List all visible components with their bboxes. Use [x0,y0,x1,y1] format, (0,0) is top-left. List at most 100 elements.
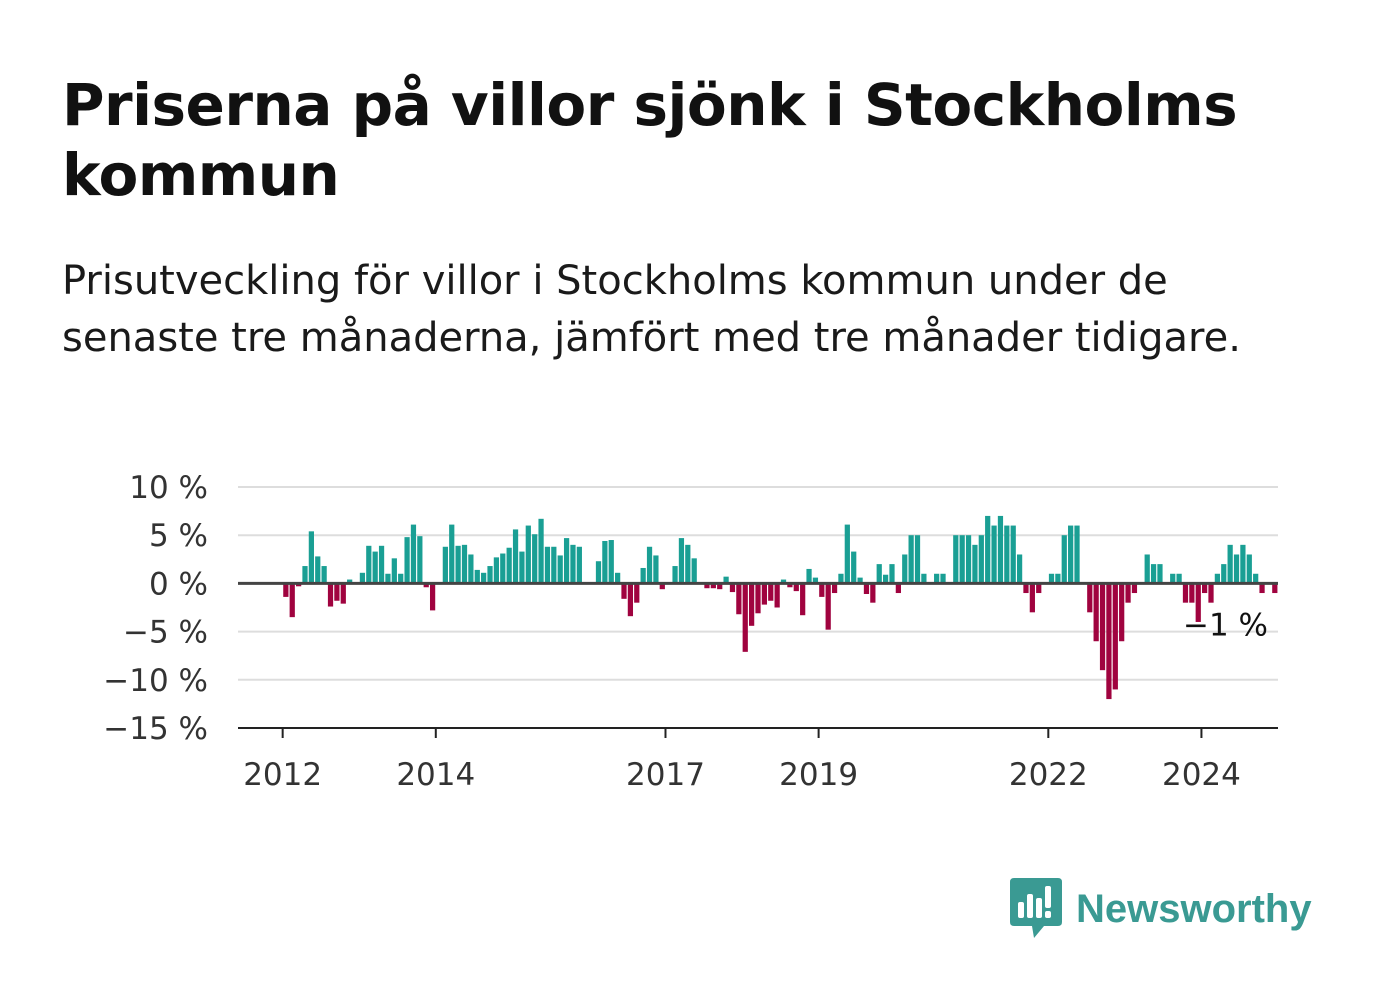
bar [1112,583,1118,690]
bar [1195,583,1201,622]
bar [749,583,755,626]
bar [1099,583,1106,671]
bar [819,583,825,597]
bar [327,583,334,607]
bar [889,564,895,584]
bar [1189,583,1195,603]
bar [289,583,295,618]
bar [1240,544,1246,584]
bar [1227,544,1233,584]
bar [787,583,793,588]
bar [914,535,921,584]
bar [595,561,602,584]
x-axis-tick-labels: 2012 2014 2017 2019 2022 2024 [243,728,1241,793]
bar [780,579,787,584]
bar [308,531,314,584]
x-tick-label: 2012 [243,757,322,793]
bar [959,535,965,584]
bar [1119,583,1125,642]
bar [410,524,417,584]
bar [997,515,1004,584]
bar [538,518,544,584]
bar [429,583,436,611]
bar [653,555,659,584]
bar [487,566,493,584]
brand-logo: Newsworthy [1010,878,1312,940]
bar [1010,525,1016,584]
bar [1061,535,1067,584]
bar [851,551,857,584]
chart-title: Priserna på villor sjönk i Stockholms ko… [62,71,1238,209]
bar [442,546,448,584]
y-tick-label: −5 % [123,615,208,651]
bar [882,574,889,584]
bar [500,553,506,584]
bar [1055,573,1061,584]
bar [685,544,691,584]
bar [857,577,863,584]
bar [1093,583,1099,642]
bar [640,567,646,584]
bar [729,583,736,593]
bar [710,583,716,589]
bar [1131,583,1138,594]
bar [621,583,627,599]
bar [1221,564,1227,584]
chart-subtitle: Prisutveckling för villor i Stockholms k… [62,258,1241,361]
y-axis-tick-labels: 10 % 5 % 0 % −5 % −10 % −15 % [103,470,208,747]
bar [774,583,780,608]
bar [493,557,500,584]
bar [1176,573,1182,584]
bar [602,540,608,584]
bar [481,572,487,584]
bar [704,583,710,589]
brand-name: Newsworthy [1076,886,1312,931]
bar [378,545,385,584]
bar [576,546,582,584]
bar [372,551,378,584]
bar [532,534,538,584]
bar [1182,583,1189,603]
bar [985,515,991,584]
bar [742,583,748,652]
bar [978,535,984,584]
bar [570,544,576,584]
y-tick-label: 0 % [149,566,208,602]
bar [806,568,812,584]
bar [634,583,640,603]
bar [895,583,901,594]
bar [876,564,882,584]
bar [940,573,946,584]
bar [1029,583,1035,613]
bar [334,583,340,601]
bar [838,573,844,584]
bar [1068,525,1074,584]
y-tick-label: 5 % [149,518,208,554]
bar [1016,554,1023,584]
bar [608,540,614,584]
bar [347,579,353,584]
bar [627,583,634,617]
bar [1170,573,1176,584]
bar-chart: 10 %5 %0 %−5 %−10 %−15 % 2012 2014 2017 201… [103,470,1278,793]
bar [863,583,870,595]
bar [825,583,831,630]
bar [404,537,410,584]
bar [615,572,621,584]
bar [800,583,806,616]
bar [563,538,570,584]
bar [1023,583,1029,594]
y-tick-label: −15 % [103,711,208,747]
bar [1125,583,1131,603]
bar [366,545,372,584]
bar [302,566,308,584]
bar [659,583,665,590]
bar [1004,525,1010,584]
bar [768,583,774,601]
bar [544,546,551,584]
bar [793,583,799,592]
bar [1259,583,1265,594]
bar [315,556,321,584]
bar [1157,564,1163,584]
bar [965,535,972,584]
